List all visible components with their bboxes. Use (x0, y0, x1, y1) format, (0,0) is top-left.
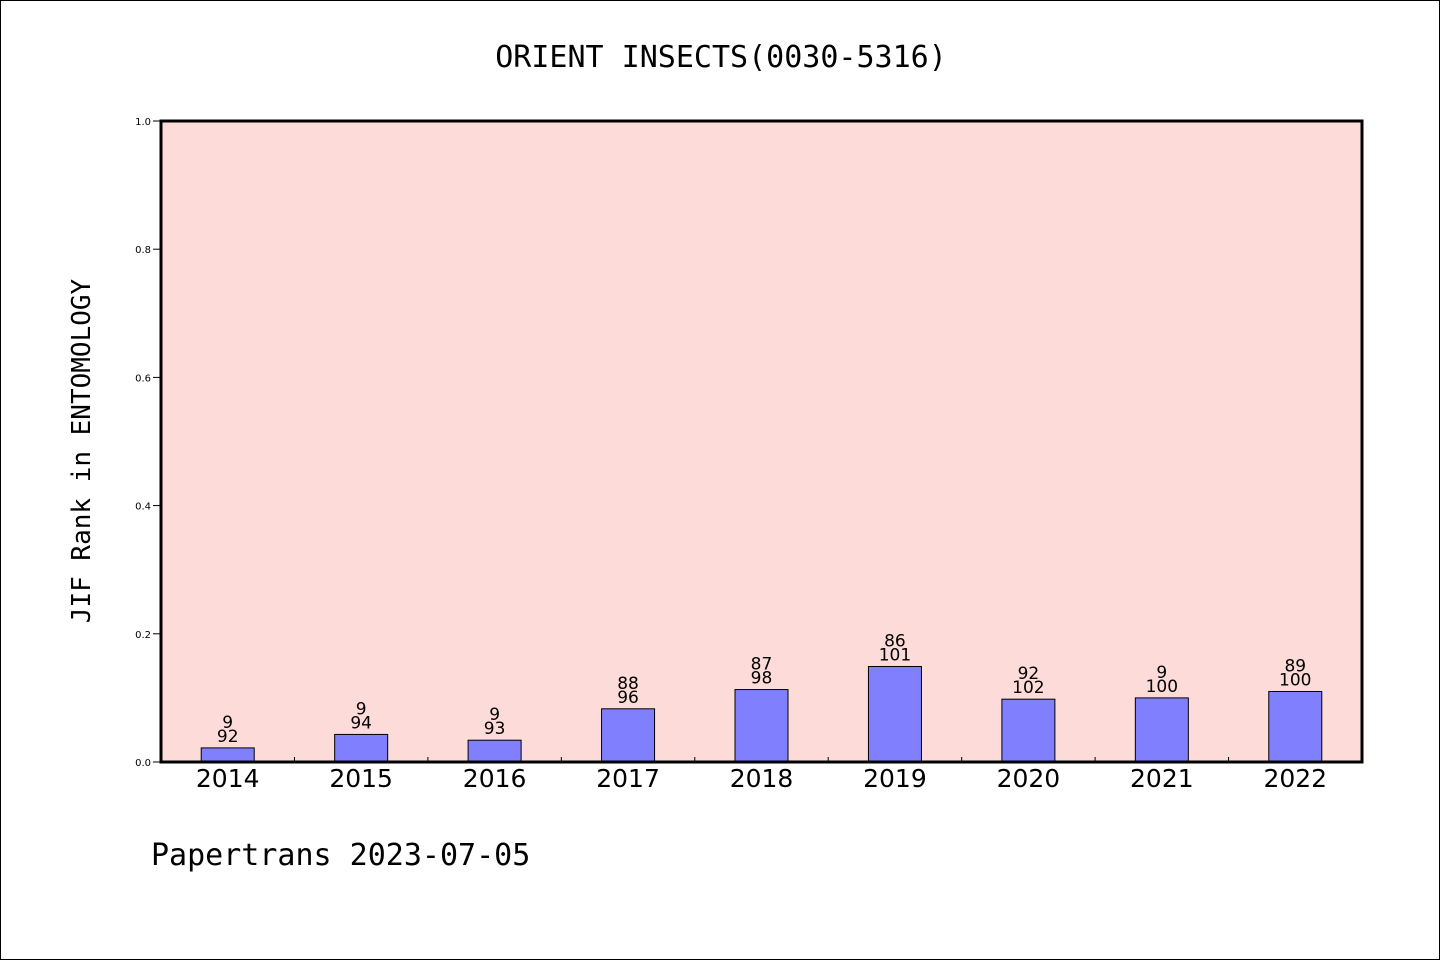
bar-total-label: 93 (484, 719, 506, 739)
bar-total-label: 100 (1279, 670, 1311, 690)
x-tick-label: 2020 (997, 764, 1061, 793)
x-tick-label: 2015 (329, 764, 393, 793)
x-tick-label: 2021 (1130, 764, 1194, 793)
bar (467, 739, 522, 763)
bar-rank-label: 86 (884, 631, 906, 651)
bar-rank-label: 88 (617, 674, 639, 694)
bar (601, 708, 656, 763)
y-axis: 0.0 0.2 0.4 0.6 0.8 1.0 (135, 117, 161, 769)
bar-rank-label: 9 (356, 699, 367, 719)
x-axis: 2014 2015 2016 2017 2018 2019 2020 2021 2022 (196, 757, 1327, 793)
bar (334, 733, 389, 763)
bar-rank-label: 92 (1018, 664, 1040, 684)
bar-rank-label: 9 (222, 713, 233, 733)
bars (200, 665, 1323, 763)
bar (1268, 690, 1323, 763)
y-tick-label: 0.6 (135, 373, 151, 384)
bar-rank-label: 87 (751, 655, 773, 675)
bar-total-label: 98 (751, 669, 773, 689)
y-tick-label: 1.0 (135, 117, 151, 128)
bar-rank-label: 9 (489, 705, 500, 725)
bar (734, 689, 789, 763)
bar (200, 747, 255, 763)
bar-total-label: 96 (617, 688, 639, 708)
plot-area (161, 121, 1362, 762)
bar-total-label: 92 (217, 727, 239, 747)
footer-text: Papertrans 2023-07-05 (151, 838, 530, 873)
y-tick-label: 0.4 (135, 502, 151, 513)
y-tick-label: 0.0 (135, 758, 151, 769)
x-tick-label: 2017 (596, 764, 660, 793)
bar-total-label: 100 (1146, 677, 1178, 697)
x-tick-label: 2016 (463, 764, 527, 793)
plot-border (159, 119, 1364, 764)
y-tick-label: 0.8 (135, 245, 151, 256)
y-axis-label: JIF Rank in ENTOMOLOGY (67, 278, 97, 623)
bar-rank-label: 89 (1284, 656, 1306, 676)
x-tick-label: 2022 (1263, 764, 1327, 793)
y-tick-label: 0.2 (135, 630, 151, 641)
bar (867, 665, 922, 763)
bar-rank-label: 9 (1156, 663, 1167, 683)
x-tick-label: 2019 (863, 764, 927, 793)
bar-total-label: 101 (879, 645, 911, 665)
chart-title: ORIENT INSECTS(0030-5316) (495, 40, 947, 75)
x-tick-label: 2014 (196, 764, 260, 793)
x-tick-label: 2018 (730, 764, 794, 793)
bar (1001, 698, 1056, 763)
bar (1134, 697, 1189, 763)
bar-total-label: 94 (350, 713, 372, 733)
bar-total-label: 102 (1012, 678, 1044, 698)
